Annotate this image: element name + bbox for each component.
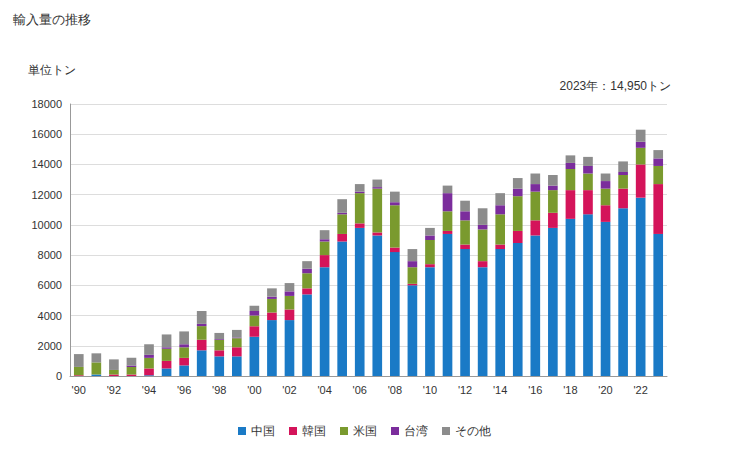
- svg-text:'98: '98: [212, 384, 226, 396]
- svg-text:その他: その他: [455, 424, 491, 438]
- svg-text:4000: 4000: [38, 310, 62, 322]
- svg-text:6000: 6000: [38, 279, 62, 291]
- svg-text:'20: '20: [598, 384, 612, 396]
- svg-text:'06: '06: [353, 384, 367, 396]
- svg-text:'04: '04: [317, 384, 331, 396]
- svg-text:'18: '18: [563, 384, 577, 396]
- svg-text:'22: '22: [633, 384, 647, 396]
- svg-text:'96: '96: [177, 384, 191, 396]
- svg-text:'92: '92: [107, 384, 121, 396]
- svg-text:10000: 10000: [31, 219, 62, 231]
- svg-text:14000: 14000: [31, 158, 62, 170]
- svg-text:米国: 米国: [353, 424, 377, 438]
- svg-text:0: 0: [56, 370, 62, 382]
- svg-text:12000: 12000: [31, 189, 62, 201]
- svg-text:'16: '16: [528, 384, 542, 396]
- svg-text:'08: '08: [388, 384, 402, 396]
- svg-text:'02: '02: [282, 384, 296, 396]
- svg-text:'00: '00: [247, 384, 261, 396]
- svg-text:18000: 18000: [31, 98, 62, 110]
- svg-text:'14: '14: [493, 384, 507, 396]
- svg-text:'12: '12: [458, 384, 472, 396]
- svg-text:8000: 8000: [38, 249, 62, 261]
- svg-text:韓国: 韓国: [302, 424, 326, 438]
- svg-text:単位トン: 単位トン: [28, 63, 76, 77]
- svg-text:'10: '10: [423, 384, 437, 396]
- svg-text:中国: 中国: [251, 424, 275, 438]
- svg-text:台湾: 台湾: [404, 424, 428, 438]
- svg-text:'90: '90: [72, 384, 86, 396]
- svg-text:16000: 16000: [31, 128, 62, 140]
- svg-text:2023年：14,950トン: 2023年：14,950トン: [560, 79, 671, 93]
- svg-text:'94: '94: [142, 384, 156, 396]
- svg-text:2000: 2000: [38, 340, 62, 352]
- svg-text:輸入量の推移: 輸入量の推移: [13, 12, 91, 27]
